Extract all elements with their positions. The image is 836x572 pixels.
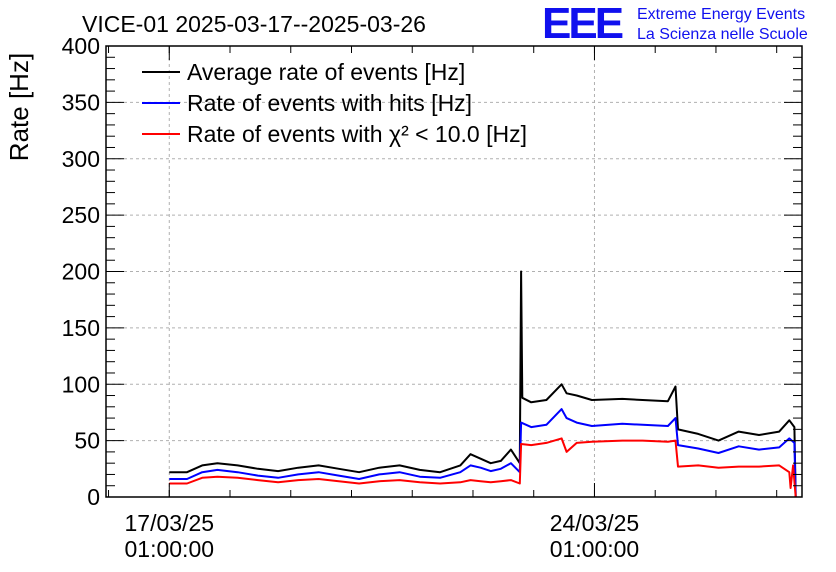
- y-tick-label: 300: [62, 146, 100, 172]
- legend-label-chi2: Rate of events with χ² < 10.0 [Hz]: [187, 121, 527, 147]
- grid: [106, 46, 802, 497]
- eee-logo: EEE Extreme Energy Events La Scienza nel…: [542, 0, 808, 48]
- legend-label-average: Average rate of events [Hz]: [187, 59, 465, 85]
- y-tick-label: 350: [62, 89, 100, 115]
- series-line-chi2-rate: [169, 437, 797, 498]
- axis-ticks: [106, 45, 802, 498]
- y-tick-label: 400: [62, 33, 100, 59]
- y-tick-label: 50: [74, 428, 100, 454]
- y-axis-title: Rate [Hz]: [4, 53, 34, 161]
- y-tick-label: 100: [62, 371, 100, 397]
- x-tick-label-date: 17/03/25: [125, 510, 215, 536]
- legend-label-hits: Rate of events with hits [Hz]: [187, 90, 472, 116]
- y-tick-label: 0: [87, 484, 100, 510]
- x-tick-label-time: 01:00:00: [125, 536, 215, 562]
- series-line-hits-rate: [169, 408, 797, 498]
- legend: Average rate of events [Hz] Rate of even…: [142, 59, 527, 147]
- x-tick-label-date: 24/03/25: [550, 510, 640, 536]
- eee-logo-mark: EEE: [542, 0, 623, 48]
- x-tick-label-time: 01:00:00: [550, 536, 640, 562]
- chart-title: VICE-01 2025-03-17--2025-03-26: [82, 11, 426, 37]
- y-tick-labels: 0 50 100 150 200 250 300 350 400: [62, 33, 100, 510]
- y-tick-label: 250: [62, 202, 100, 228]
- series-group: [169, 270, 797, 498]
- eee-logo-line1: Extreme Energy Events: [637, 6, 805, 23]
- y-tick-label: 200: [62, 259, 100, 285]
- eee-logo-line2: La Scienza nelle Scuole: [637, 26, 808, 43]
- y-tick-label: 150: [62, 315, 100, 341]
